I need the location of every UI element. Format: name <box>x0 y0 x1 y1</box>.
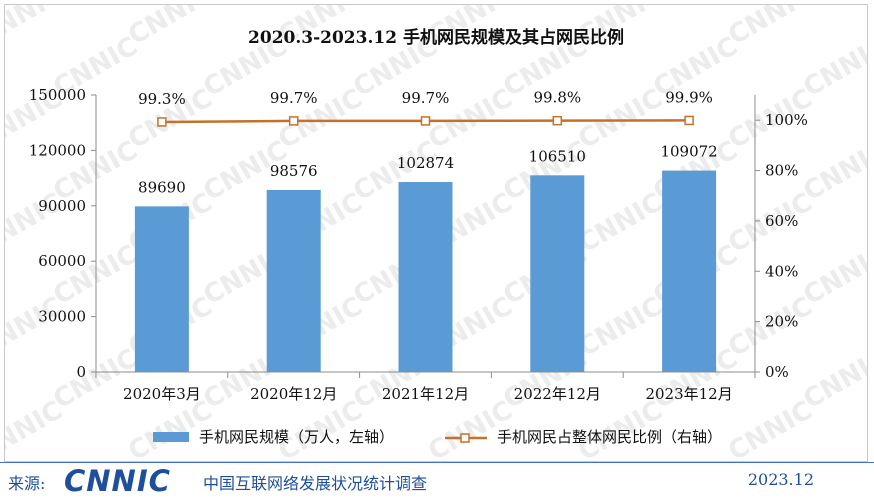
legend-line-marker <box>460 433 470 443</box>
x-axis-tick-label: 2020年12月 <box>250 385 337 403</box>
chart-title: 2020.3-2023.12 手机网民规模及其占网民比例 <box>248 28 624 48</box>
bar <box>266 189 321 372</box>
line-marker <box>552 115 563 126</box>
right-axis-tick-label: 100% <box>765 111 808 129</box>
bar <box>134 206 189 372</box>
left-axis-tick-label: 60000 <box>38 252 86 270</box>
line-marker <box>420 116 431 126</box>
line-value-label: 99.3% <box>138 90 186 108</box>
svg-text:CNNIC: CNNIC <box>64 464 171 498</box>
x-axis-tick-label: 2022年12月 <box>514 385 601 403</box>
line-value-label: 99.7% <box>270 89 318 107</box>
legend-line-label: 手机网民占整体网民比例（右轴） <box>497 428 722 446</box>
bar <box>662 170 717 372</box>
source-organization: 中国互联网络发展状况统计调查 <box>203 474 428 493</box>
legend-bar-swatch <box>153 432 189 442</box>
bar-value-label: 106510 <box>529 147 586 165</box>
bar-value-label: 102874 <box>397 154 454 172</box>
legend-bar-label: 手机网民规模（万人，左轴） <box>199 428 394 446</box>
left-axis-tick-label: 90000 <box>38 197 86 215</box>
footer: 来源: CNNIC 中国互联网络发展状况统计调查 2023.12 <box>0 463 874 500</box>
x-axis-tick-label: 2021年12月 <box>382 385 469 403</box>
line-value-label: 99.8% <box>533 89 581 107</box>
right-axis-tick-label: 60% <box>765 212 798 230</box>
x-axis-tick-label: 2020年3月 <box>123 385 201 403</box>
bar-value-label: 109072 <box>660 143 717 161</box>
line-value-label: 99.7% <box>402 89 450 107</box>
footer-date: 2023.12 <box>747 470 814 489</box>
right-axis-tick-label: 40% <box>765 262 798 280</box>
line-marker <box>684 115 694 126</box>
bar <box>530 175 585 372</box>
line-marker <box>288 116 299 126</box>
left-axis-tick-label: 150000 <box>29 86 86 104</box>
line-marker <box>157 117 167 127</box>
right-axis-tick-label: 80% <box>765 162 798 180</box>
footer-divider <box>0 462 874 463</box>
x-axis-tick-label: 2023年12月 <box>645 385 732 403</box>
bar-value-label: 98576 <box>270 162 318 180</box>
chart-frame: CNNIC CNNIC CNNIC CNNIC CNNIC CNNIC CNNIC CNNIC… <box>4 4 868 462</box>
chart-plot: 0 30000 60000 90000 120000 150000 0% 20% 40% 60% 8… <box>29 86 808 446</box>
left-axis-tick-label: 120000 <box>29 141 86 159</box>
left-axis-tick-label: 0 <box>76 363 86 381</box>
right-axis-tick-label: 20% <box>765 313 798 331</box>
bar-value-label: 89690 <box>138 178 186 196</box>
line-value-label: 99.9% <box>665 88 713 106</box>
cnnic-logo: CNNIC <box>64 464 171 498</box>
source-label: 来源: <box>8 474 46 493</box>
right-axis-tick-label: 0% <box>765 363 789 381</box>
bar <box>398 182 453 372</box>
left-axis-tick-label: 30000 <box>38 308 86 326</box>
